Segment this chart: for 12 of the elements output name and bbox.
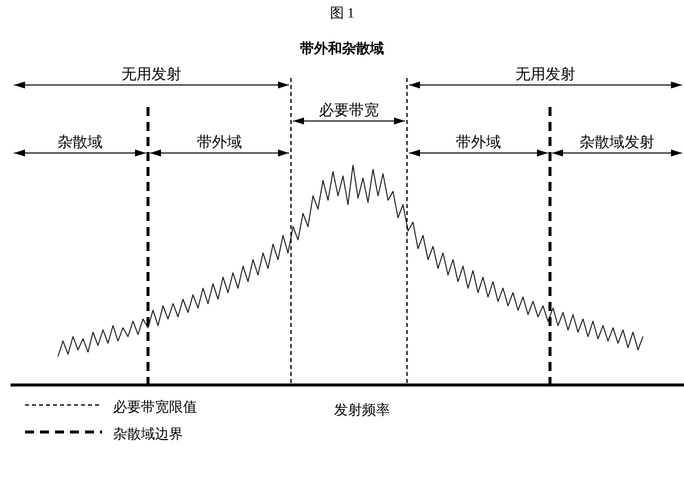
text: 杂散域	[58, 134, 102, 151]
text: 杂散域发射	[580, 134, 654, 151]
x-axis-title: 发射频率	[334, 402, 390, 419]
chart-title: 带外和杂散域	[300, 40, 384, 56]
caption: 图 1	[330, 6, 354, 22]
text: 杂散域边界	[113, 426, 183, 443]
text: 带外域	[456, 134, 501, 151]
text: 必要带宽限值	[113, 400, 197, 416]
text: 必要带宽	[319, 102, 379, 119]
text: 无用发射	[516, 66, 576, 83]
text: 无用发射	[122, 66, 182, 83]
text: 带外域	[197, 134, 242, 151]
